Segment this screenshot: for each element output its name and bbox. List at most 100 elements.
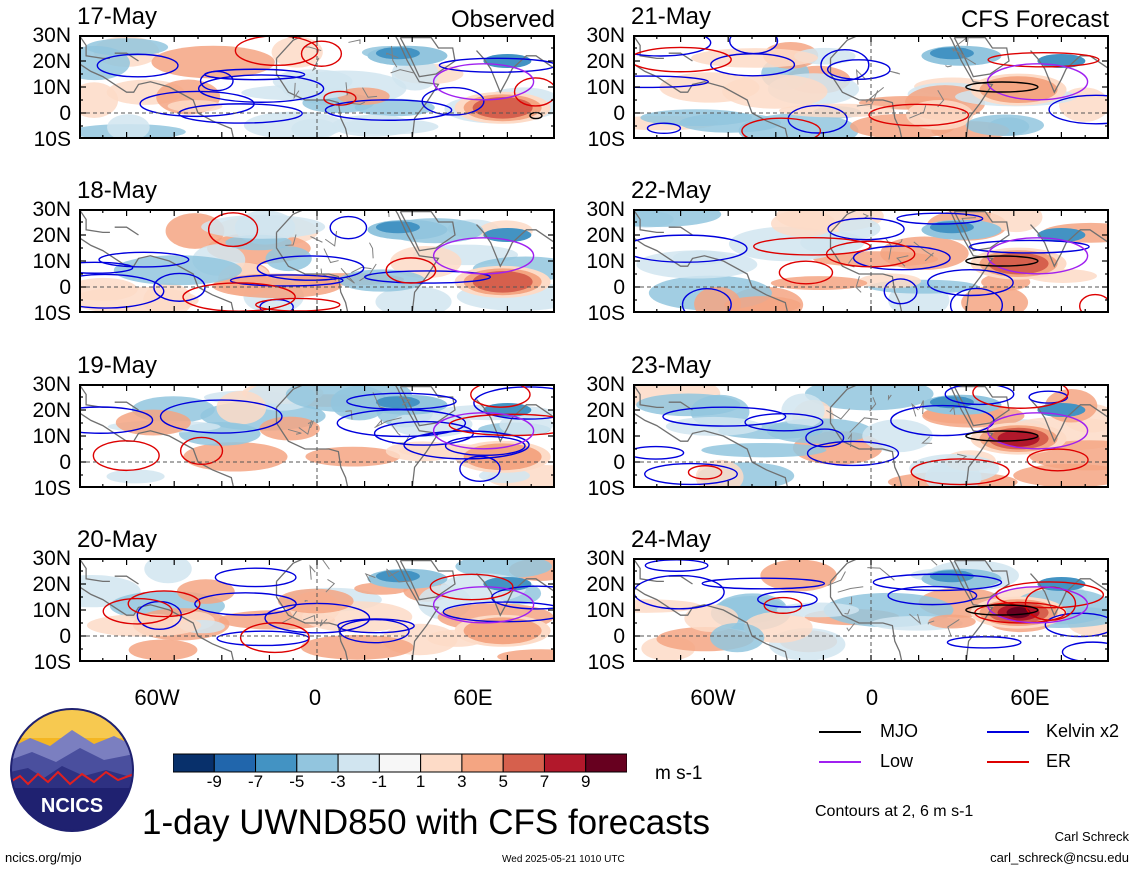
contour-line <box>883 278 918 305</box>
contour-line <box>787 104 848 134</box>
contour-line <box>890 404 995 437</box>
easterly-core <box>929 570 974 583</box>
border <box>287 428 302 435</box>
border <box>364 573 376 583</box>
coastline <box>1030 573 1109 617</box>
shading-blob <box>781 393 825 428</box>
colorbar-label: -3 <box>330 772 346 791</box>
coastline <box>953 559 1010 601</box>
border <box>374 417 402 429</box>
lat-tick-label: 30N <box>586 24 625 47</box>
colorbar-swatch <box>585 753 627 773</box>
contour-line <box>741 117 822 139</box>
coastline <box>476 399 555 443</box>
border <box>913 241 934 257</box>
lon-tick-label: 60E <box>453 685 493 710</box>
lon-tick-label: 60W <box>134 685 180 710</box>
lat-tick-label: 10S <box>33 651 71 674</box>
panel-date-label: 17-May <box>77 3 158 30</box>
contour-line <box>969 239 1090 254</box>
main-title: 1-day UWND850 with CFS forecasts <box>142 803 710 842</box>
colorbar-label: 1 <box>415 772 426 791</box>
legend-label-kelvin: Kelvin x2 <box>1046 721 1120 741</box>
shading-blob <box>770 210 836 237</box>
contour-line <box>159 399 283 434</box>
lat-tick-label: 10S <box>587 302 625 325</box>
border <box>320 268 337 281</box>
contour-line <box>127 590 201 618</box>
shading-blob <box>455 558 552 579</box>
lat-tick-label: 20N <box>32 399 71 422</box>
panel-map <box>633 558 1109 662</box>
shading-blob <box>79 277 138 301</box>
contour-line <box>473 386 555 420</box>
shading-blob <box>858 273 922 289</box>
contour-line <box>444 435 526 457</box>
contour-mjo <box>965 430 1039 442</box>
colorbar-swatch <box>213 753 257 773</box>
contour-line <box>949 287 1004 313</box>
border <box>351 266 372 274</box>
contour-low <box>432 412 535 450</box>
lat-tick-label: 10S <box>587 477 625 500</box>
easterly-core <box>375 47 420 60</box>
contour-line <box>1078 293 1109 313</box>
contour-line <box>239 622 310 654</box>
colorbar-label: 9 <box>580 772 591 791</box>
border <box>887 394 892 401</box>
coastline <box>79 558 110 583</box>
border <box>369 242 374 259</box>
panel-map <box>633 209 1109 313</box>
border <box>362 87 378 98</box>
contour-line <box>633 46 732 73</box>
lat-tick-label: 10N <box>586 76 625 99</box>
border <box>325 579 336 593</box>
coastline <box>830 558 994 662</box>
shading-blob <box>144 558 192 584</box>
panel-map <box>79 209 555 313</box>
contour-line <box>324 99 453 121</box>
lat-tick-label: 10N <box>32 76 71 99</box>
lat-tick-label: 30N <box>32 547 71 570</box>
border <box>390 423 401 436</box>
border <box>945 65 952 68</box>
contour-line <box>438 57 555 73</box>
panel-date-label: 22-May <box>631 177 712 204</box>
coastline <box>668 52 693 62</box>
author-email: carl_schreck@ncsu.edu <box>990 850 1129 865</box>
lat-tick-label: 20N <box>586 399 625 422</box>
shading-blob <box>497 649 555 662</box>
contour-line <box>1026 448 1089 472</box>
border <box>827 571 846 586</box>
coastline <box>668 226 693 236</box>
contour-line <box>98 251 190 268</box>
contour-line <box>687 465 723 480</box>
shading-blob <box>305 446 401 467</box>
westerly-max <box>979 76 1058 103</box>
lat-tick-label: 30N <box>586 373 625 396</box>
colorbar-label: -9 <box>206 772 222 791</box>
border <box>837 586 864 593</box>
coastline <box>476 50 555 94</box>
shading-blob <box>813 251 939 267</box>
coastline <box>114 226 139 236</box>
contour-line <box>868 103 970 127</box>
border <box>961 54 977 65</box>
coastline <box>275 581 349 662</box>
colorbar-label: -7 <box>247 772 264 791</box>
border <box>348 39 361 44</box>
shading-blob <box>776 602 860 618</box>
shading-blob <box>633 209 722 227</box>
lat-tick-label: 10S <box>587 128 625 151</box>
border <box>865 87 885 103</box>
panel-map <box>79 35 555 139</box>
shading-blob <box>113 255 242 286</box>
lat-tick-label: 10N <box>32 599 71 622</box>
contour-line <box>385 257 437 284</box>
site-link[interactable]: ncics.org/mjo <box>5 850 82 865</box>
lon-tick-label: 0 <box>865 685 879 710</box>
legend-label-mjo: MJO <box>880 721 918 741</box>
contour-mjo <box>965 255 1039 267</box>
coastline <box>114 401 139 411</box>
contour-mjo <box>965 81 1039 93</box>
